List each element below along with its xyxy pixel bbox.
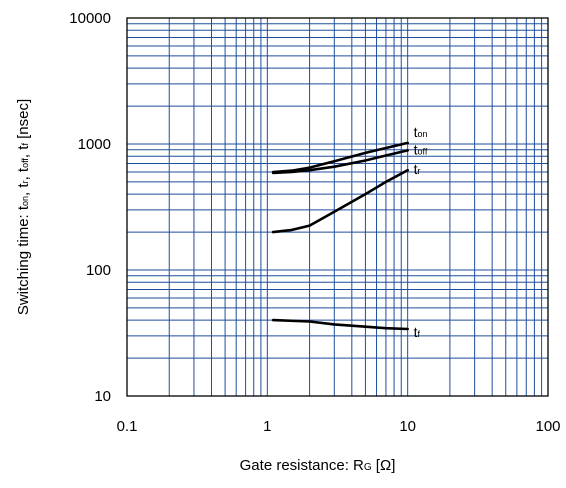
x-axis-title: Gate resistance: RG [Ω]	[240, 457, 396, 474]
series-label-tr: tr	[414, 161, 421, 177]
x-tick-label: 100	[535, 418, 560, 435]
x-axis-ticks: 0.1 1 10 100	[117, 418, 561, 435]
x-tick-label: 1	[263, 418, 271, 435]
y-axis-ticks: 10 100 1000 10000	[69, 10, 111, 405]
x-tick-label: 0.1	[117, 418, 138, 435]
y-tick-label: 100	[86, 262, 111, 279]
grid	[127, 18, 548, 396]
y-tick-label: 1000	[78, 136, 111, 153]
series-line-tr	[271, 168, 409, 234]
plot-frame	[126, 17, 549, 397]
series-line-toff	[271, 149, 409, 175]
series-label-ton: ton	[414, 124, 428, 140]
y-tick-label: 10000	[69, 10, 111, 27]
series-line-tf	[271, 318, 409, 331]
y-tick-label: 10	[94, 388, 111, 405]
series-line-ton	[271, 141, 409, 174]
y-axis-title: Switching time: ton, tr, toff, tf [nsec]	[15, 99, 32, 315]
series-label-tf: tf	[414, 324, 421, 340]
x-tick-label: 10	[399, 418, 416, 435]
series-label-toff: toff	[414, 141, 428, 157]
series-lines	[271, 141, 409, 331]
